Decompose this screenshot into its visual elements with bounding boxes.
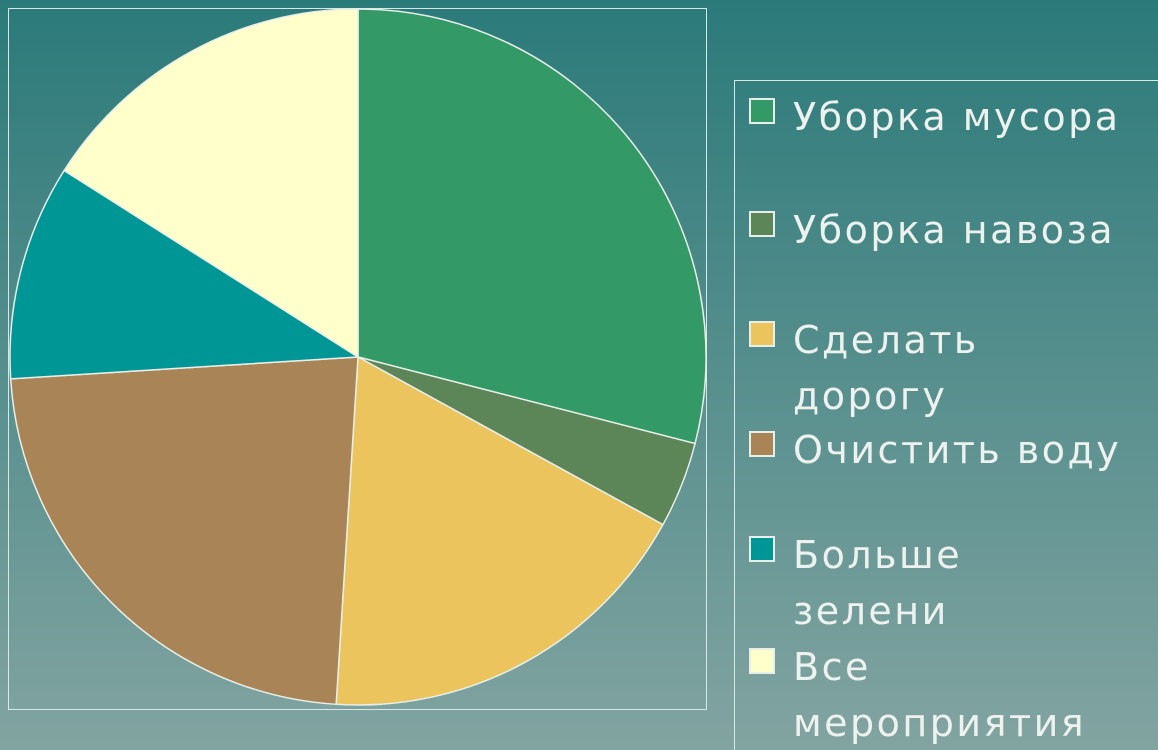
legend: Уборка мусора Уборка навоза Сделать дорогу… — [734, 80, 1158, 750]
legend-swatch — [749, 536, 775, 562]
legend-swatch — [749, 211, 775, 237]
legend-swatch — [749, 321, 775, 347]
legend-label: Все мероприятия — [793, 645, 1087, 745]
pie-slice — [357, 8, 707, 445]
legend-label: Сделать дорогу — [793, 318, 979, 418]
pie-slice — [9, 169, 361, 380]
legend-label: Больше зелени — [793, 533, 963, 633]
legend-swatch — [749, 98, 775, 124]
pie-slice — [63, 8, 359, 359]
legend-item: Больше зелени — [749, 527, 1043, 639]
legend-label: Уборка мусора — [793, 95, 1121, 139]
pie-slice — [335, 355, 664, 706]
legend-item: Уборка мусора — [749, 89, 1143, 145]
legend-item: Сделать дорогу — [749, 312, 1043, 424]
legend-swatch — [749, 648, 775, 674]
legend-item: Все мероприятия — [749, 639, 1087, 750]
legend-swatch — [749, 431, 775, 457]
legend-label: Уборка навоза — [793, 208, 1116, 252]
legend-item: Очистить воду — [749, 422, 1143, 478]
pie-slice — [9, 356, 359, 706]
legend-item: Уборка навоза — [749, 202, 1143, 258]
pie-chart — [9, 8, 707, 706]
legend-label: Очистить воду — [793, 428, 1122, 472]
